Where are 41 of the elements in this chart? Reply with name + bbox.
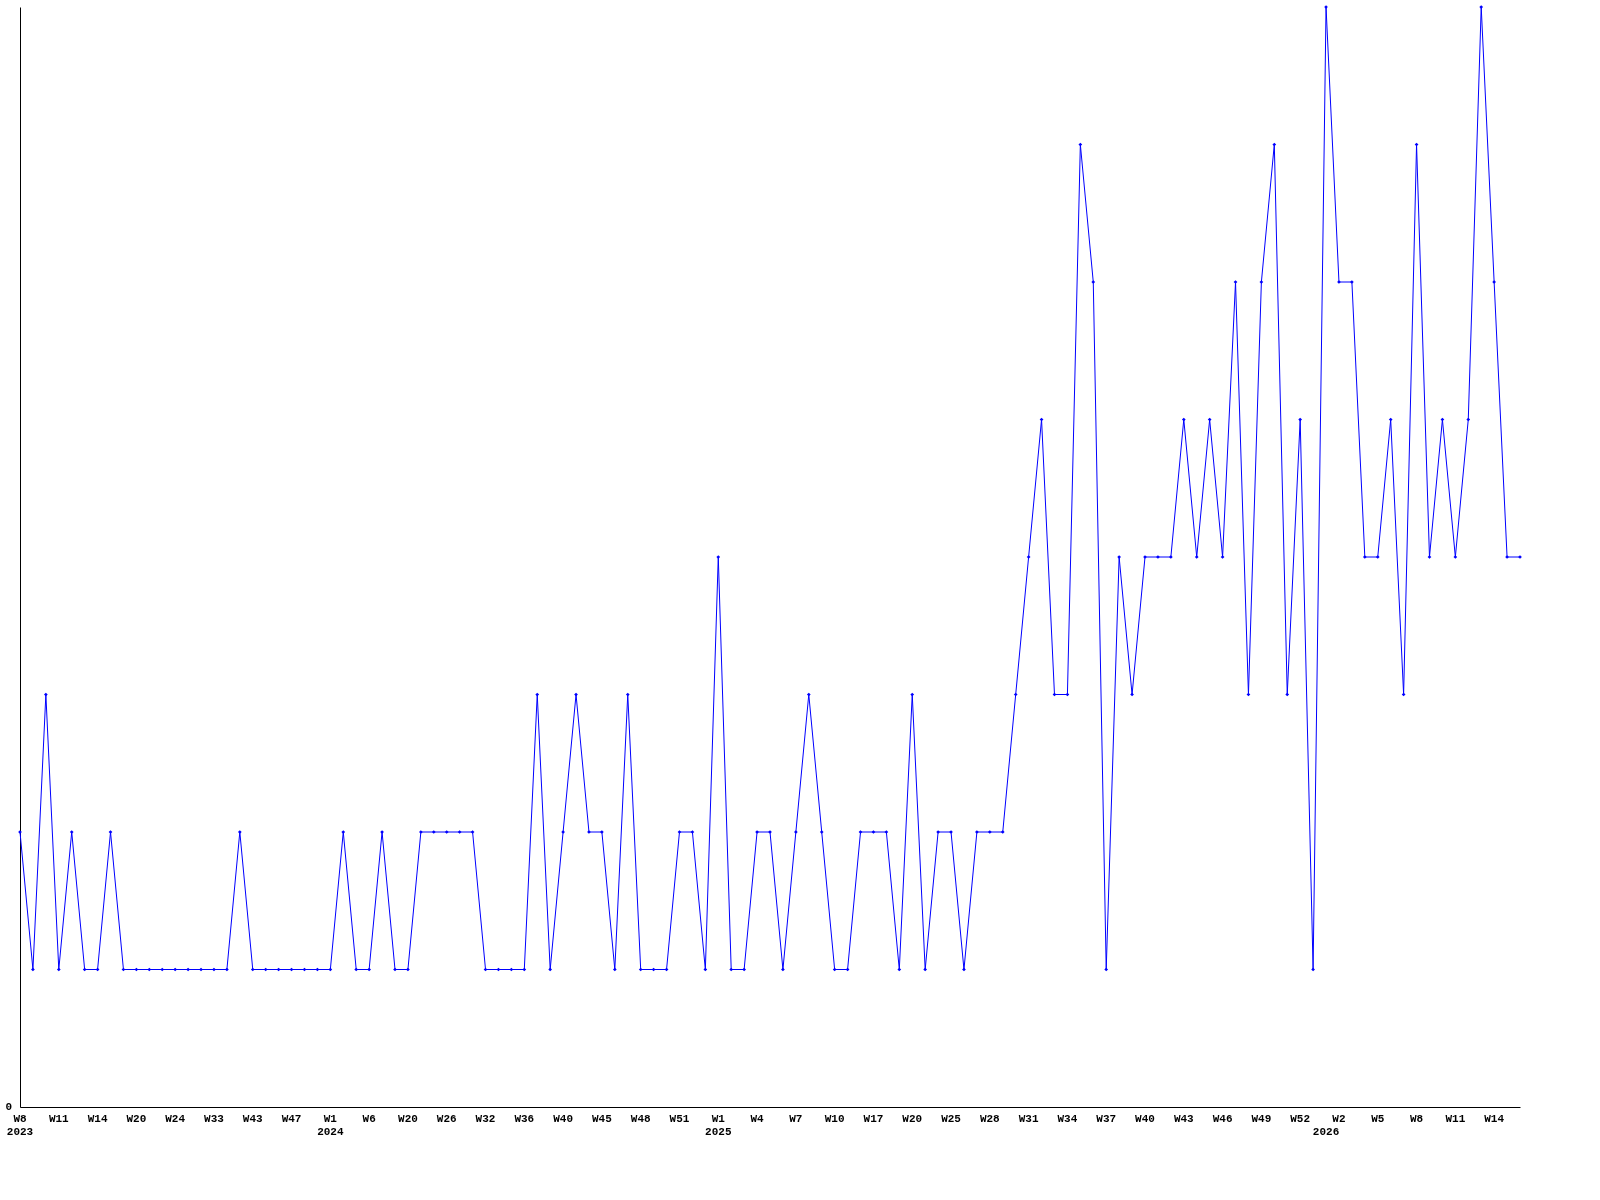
x-tick-label: W2	[1332, 1113, 1346, 1125]
x-tick-label: W1 2024	[317, 1113, 344, 1138]
x-tick-label: W14	[1484, 1113, 1505, 1125]
x-tick-label: W7	[789, 1113, 803, 1125]
x-tick-label: W5	[1371, 1113, 1385, 1125]
x-tick-label: W17	[863, 1113, 884, 1125]
x-tick-label: W31	[1018, 1113, 1039, 1125]
x-tick-label: W24	[165, 1113, 186, 1125]
x-tick-label: W32	[475, 1113, 496, 1125]
x-tick-label: W40	[553, 1113, 574, 1125]
x-tick-label: W10	[824, 1113, 845, 1125]
x-tick-label: W6	[362, 1113, 376, 1125]
x-tick-label: W43	[1173, 1113, 1195, 1125]
x-tick-label: W28	[979, 1113, 1001, 1125]
x-tick-label: W45	[591, 1113, 613, 1125]
text: 0	[5, 1101, 12, 1113]
x-tick-label: W34	[1057, 1113, 1078, 1125]
x-tick-label: W40	[1135, 1113, 1155, 1125]
x-tick-label: W52	[1290, 1113, 1311, 1125]
x-tick-label: W20	[398, 1113, 418, 1125]
x-tick-label: W4	[750, 1113, 765, 1125]
x-tick-label: W1 2025	[705, 1113, 732, 1138]
x-tick-label: W46	[1212, 1113, 1233, 1125]
x-tick-label: W26	[436, 1113, 457, 1125]
x-tick-label: W20	[126, 1113, 147, 1125]
x-tick-label: W36	[514, 1113, 535, 1125]
x-tick-label: W47	[281, 1113, 302, 1125]
x-tick-label: W20	[902, 1113, 923, 1125]
x-tick-label: W51	[669, 1113, 690, 1125]
x-tick-label: 2026	[1312, 1126, 1340, 1138]
x-tick-label: W8 2023	[6, 1113, 34, 1138]
x-tick-label: W11	[48, 1113, 70, 1125]
x-tick-label: W37	[1096, 1113, 1117, 1125]
x-tick-label: W49	[1251, 1113, 1272, 1125]
x-tick-label: W14	[87, 1113, 108, 1125]
x-tick-label: W43	[242, 1113, 264, 1125]
x-tick-label: W48	[630, 1113, 651, 1125]
x-tick-label: W8	[1409, 1113, 1424, 1125]
x-tick-label: W33	[204, 1113, 225, 1125]
x-tick-label: W11	[1445, 1113, 1466, 1125]
x-tick-label: W25	[941, 1113, 962, 1125]
